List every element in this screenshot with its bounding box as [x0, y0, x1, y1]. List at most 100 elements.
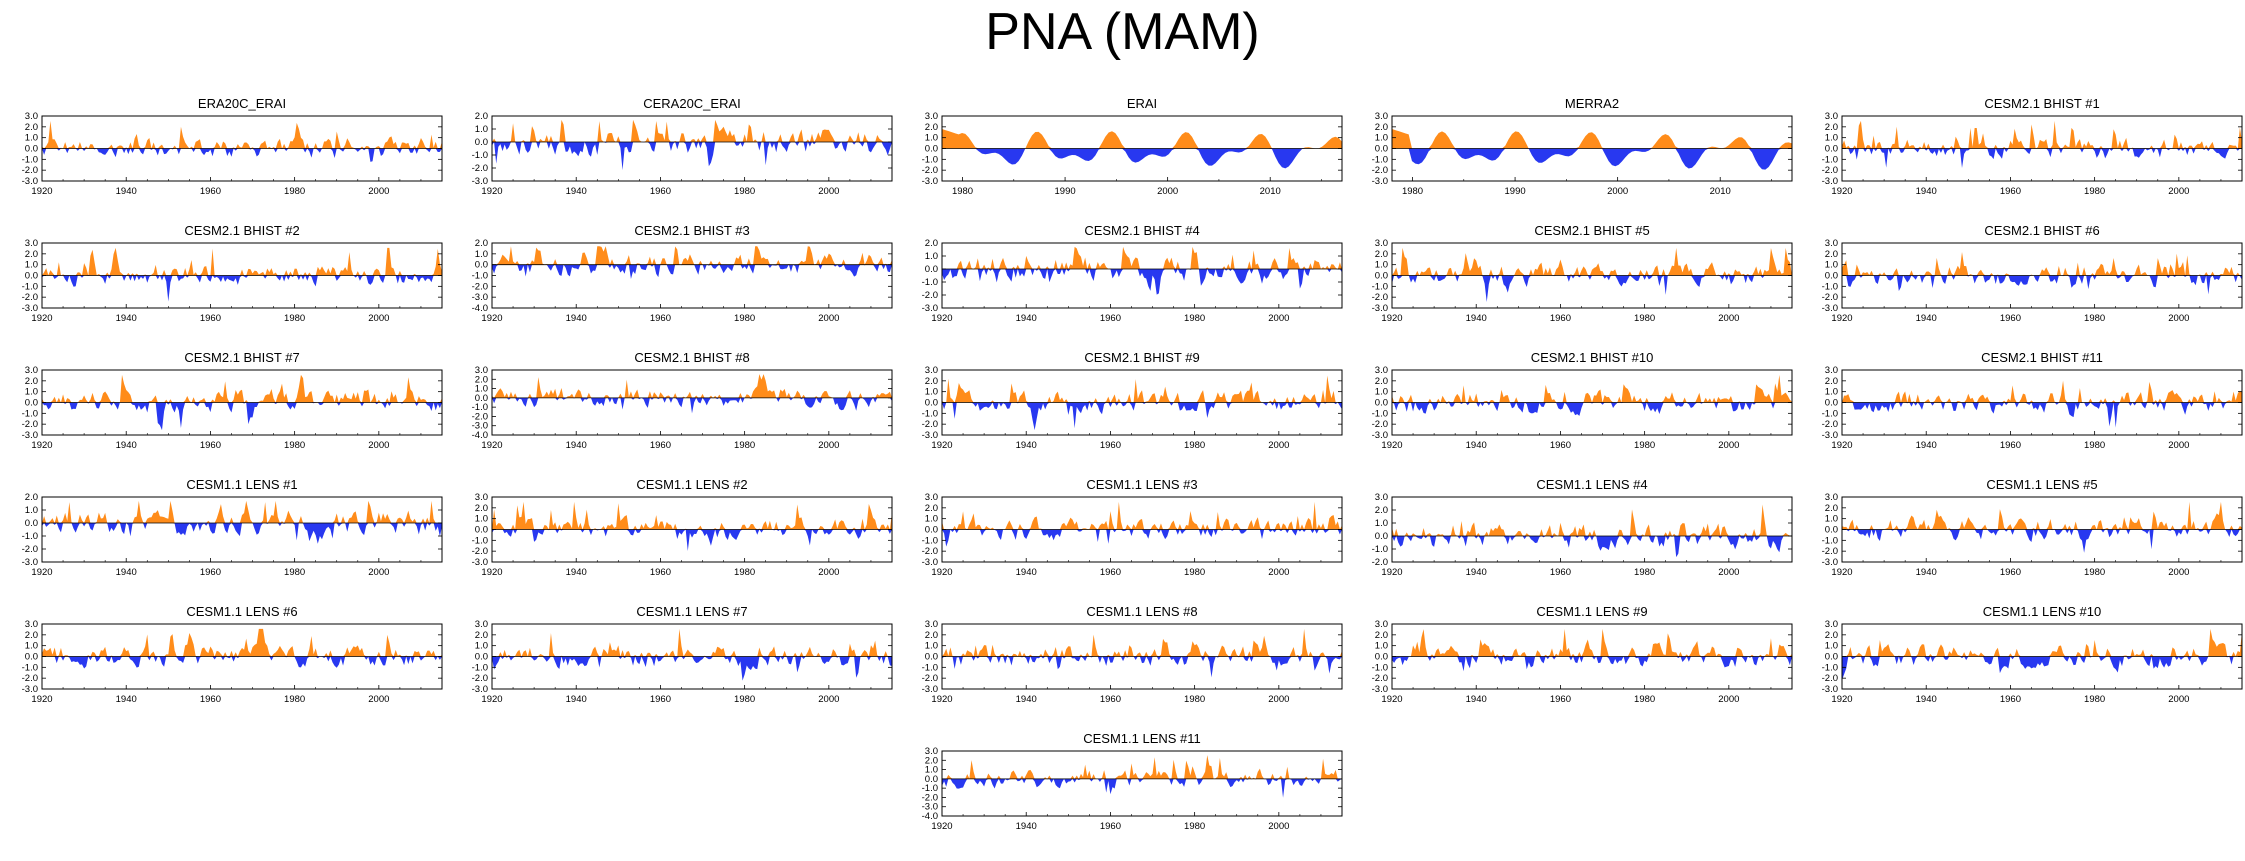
y-tick-label: -3.0	[922, 684, 938, 695]
x-tick-label: 1940	[116, 313, 137, 324]
positive-area	[1842, 628, 2242, 657]
y-tick-label: -1.0	[1822, 535, 1838, 546]
chart-title: CERA20C_ERAI	[643, 96, 741, 111]
chart-panel: CESM2.1 BHIST #5 3.0 2.0 1.0 0.0 -1.0 -2.0 -3.0…	[1350, 223, 1800, 353]
y-tick-label: 1.0	[925, 765, 938, 776]
positive-area	[942, 246, 1342, 269]
x-tick-label: 1940	[1916, 440, 1937, 451]
y-tick-label: -3.0	[1822, 684, 1838, 695]
y-tick-label: -1.0	[1372, 544, 1388, 555]
positive-area	[1842, 120, 2242, 149]
y-tick-label: -3.0	[922, 176, 938, 187]
y-tick-label: 0.0	[1825, 652, 1838, 663]
y-tick-label: -3.0	[472, 176, 488, 187]
x-tick-label: 1980	[1634, 694, 1655, 705]
y-tick-label: 2.0	[925, 122, 938, 133]
x-tick-label: 1980	[1634, 313, 1655, 324]
y-tick-label: -2.0	[472, 411, 488, 422]
y-tick-label: 2.0	[925, 238, 938, 249]
y-tick-label: -3.0	[472, 421, 488, 432]
x-tick-label: 2000	[818, 694, 839, 705]
y-tick-label: 0.0	[475, 652, 488, 663]
y-tick-label: -2.0	[922, 419, 938, 430]
x-tick-label: 1920	[931, 567, 952, 578]
chart-title: CESM1.1 LENS #8	[1086, 604, 1198, 619]
x-tick-label: 1940	[1016, 821, 1037, 832]
chart-title: CESM2.1 BHIST #4	[1084, 223, 1200, 238]
y-tick-label: -3.0	[472, 292, 488, 303]
y-tick-label: 1.0	[1375, 387, 1388, 398]
chart-title: CESM1.1 LENS #5	[1986, 477, 2098, 492]
y-tick-label: 2.0	[1375, 376, 1388, 387]
x-tick-label: 2000	[2168, 440, 2189, 451]
y-tick-label: 0.0	[1825, 398, 1838, 409]
x-tick-label: 1960	[1100, 694, 1121, 705]
x-tick-label: 1940	[566, 440, 587, 451]
x-tick-label: 1960	[200, 694, 221, 705]
y-tick-label: 1.0	[1825, 260, 1838, 271]
y-tick-label: -1.0	[22, 154, 38, 165]
chart-panel: CESM2.1 BHIST #7 3.0 2.0 1.0 0.0 -1.0 -2.0 -3.0…	[0, 350, 450, 480]
y-tick-label: 2.0	[1375, 630, 1388, 641]
positive-area	[42, 374, 442, 403]
x-tick-label: 1980	[734, 440, 755, 451]
y-tick-label: 1.0	[1825, 514, 1838, 525]
y-tick-label: -3.0	[1372, 176, 1388, 187]
y-tick-label: -2.0	[1822, 292, 1838, 303]
x-tick-label: 1940	[116, 440, 137, 451]
chart-title: CESM2.1 BHIST #6	[1984, 223, 2100, 238]
x-tick-label: 1980	[1184, 313, 1205, 324]
x-tick-label: 1920	[1831, 313, 1852, 324]
y-tick-label: 3.0	[1375, 111, 1388, 122]
chart-panel: CESM2.1 BHIST #1 3.0 2.0 1.0 0.0 -1.0 -2.0 -3.0…	[1800, 96, 2245, 226]
x-tick-label: 2000	[1718, 567, 1739, 578]
y-tick-label: -2.0	[22, 673, 38, 684]
chart-title: CESM1.1 LENS #10	[1982, 604, 2102, 619]
plot-frame	[941, 750, 1343, 817]
y-tick-label: -3.0	[1822, 176, 1838, 187]
y-tick-label: 0.0	[1825, 525, 1838, 536]
y-tick-label: -4.0	[922, 811, 938, 822]
x-tick-label: 1960	[2000, 440, 2021, 451]
x-tick-label: 1980	[1634, 567, 1655, 578]
y-tick-label: -2.0	[922, 546, 938, 557]
y-tick-label: -2.0	[1822, 546, 1838, 557]
x-tick-label: 1920	[481, 567, 502, 578]
positive-area	[1392, 628, 1792, 657]
x-tick-label: 1980	[284, 186, 305, 197]
y-tick-label: 2.0	[925, 376, 938, 387]
y-tick-label: 3.0	[1825, 365, 1838, 376]
y-tick-label: -3.0	[1372, 430, 1388, 441]
y-tick-label: 0.0	[1375, 144, 1388, 155]
x-tick-label: 1960	[200, 440, 221, 451]
y-tick-label: 0.0	[25, 398, 38, 409]
positive-area	[942, 501, 1342, 530]
positive-area	[42, 628, 442, 657]
x-tick-label: 1980	[284, 694, 305, 705]
y-tick-label: 1.0	[475, 124, 488, 135]
chart-title: CESM1.1 LENS #11	[1083, 731, 1201, 746]
y-tick-label: 1.0	[475, 514, 488, 525]
y-tick-label: 3.0	[925, 619, 938, 630]
y-tick-label: 1.0	[1375, 641, 1388, 652]
y-tick-label: 2.0	[475, 374, 488, 385]
chart-panel: CESM2.1 BHIST #8 3.0 2.0 1.0 0.0 -1.0 -2.0 -3.0…	[450, 350, 900, 480]
y-tick-label: -2.0	[1372, 165, 1388, 176]
x-tick-label: 2000	[2168, 186, 2189, 197]
x-tick-label: 1940	[1466, 440, 1487, 451]
chart-title: CESM1.1 LENS #9	[1536, 604, 1648, 619]
x-tick-label: 1980	[2084, 694, 2105, 705]
y-tick-label: 1.0	[25, 387, 38, 398]
y-tick-label: -1.0	[22, 531, 38, 542]
negative-area	[1842, 402, 2242, 428]
chart-svg: 3.02.01.00.0-1.0-2.0-3.0 1980 1990 2000 2010	[1372, 111, 1793, 197]
y-tick-label: 2.0	[25, 630, 38, 641]
y-tick-label: -2.0	[922, 792, 938, 803]
y-tick-label: 2.0	[1825, 249, 1838, 260]
y-tick-label: 2.0	[1825, 122, 1838, 133]
chart-title: MERRA2	[1564, 96, 1620, 111]
